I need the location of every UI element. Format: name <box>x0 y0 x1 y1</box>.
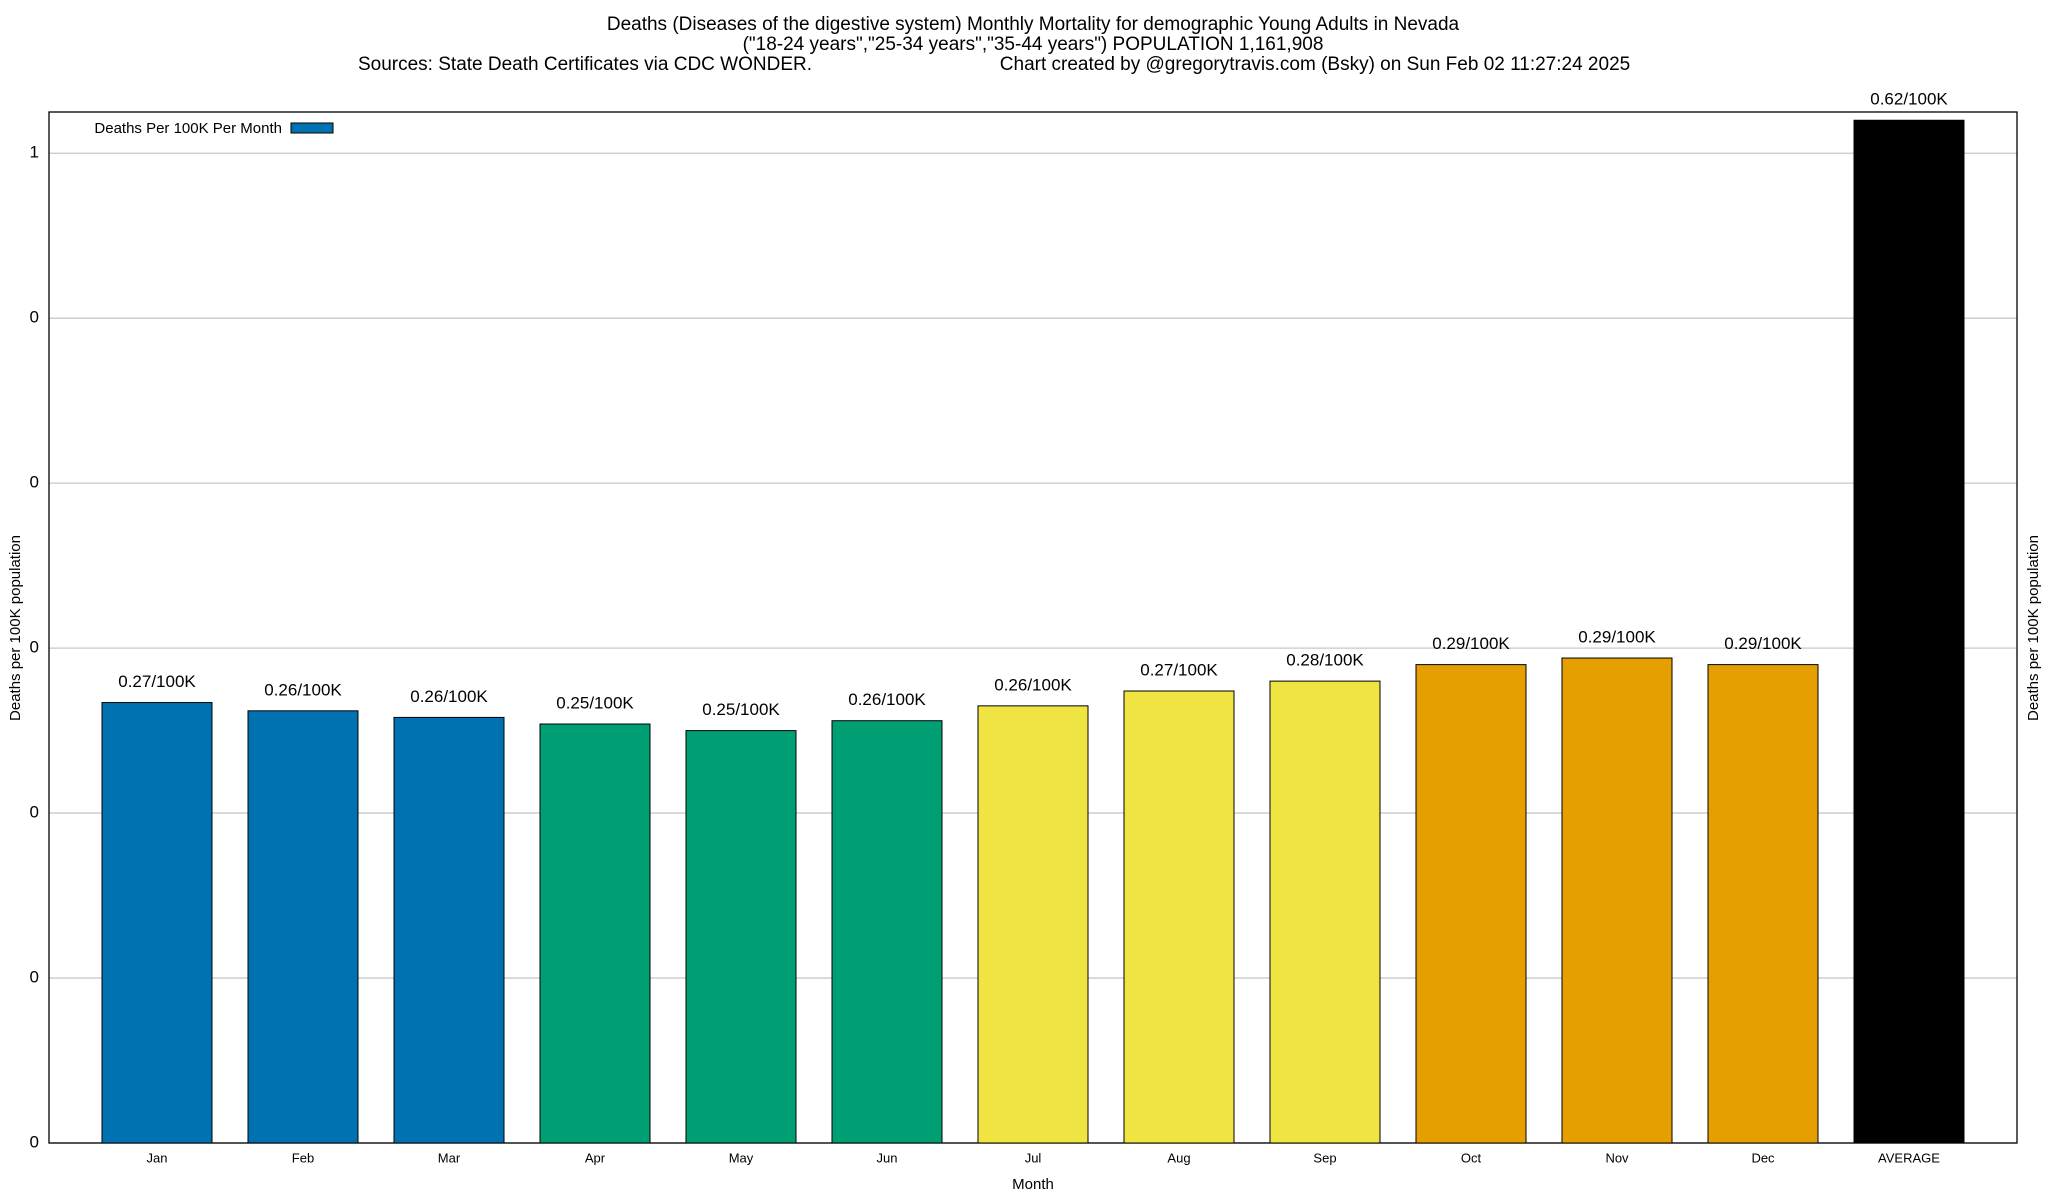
value-label: 0.27/100K <box>1140 660 1218 679</box>
y-tick-label: 0 <box>30 1132 39 1151</box>
x-tick-label: Nov <box>1605 1150 1629 1165</box>
y-tick-label: 0 <box>30 803 39 822</box>
bar <box>247 710 359 1144</box>
x-tick-label: May <box>729 1150 754 1165</box>
y-tick-label: 0 <box>30 638 39 657</box>
chart-subtitle: ("18-24 years","25-34 years","35-44 year… <box>743 34 1324 55</box>
bar <box>1707 664 1819 1144</box>
x-axis-label: Month <box>1012 1176 1054 1193</box>
bar <box>1415 664 1527 1144</box>
y-tick-label: 0 <box>30 968 39 987</box>
legend-swatch <box>290 122 334 134</box>
value-label: 0.25/100K <box>702 700 780 719</box>
bar <box>1561 657 1673 1144</box>
x-tick-label: Mar <box>438 1150 461 1165</box>
value-label: 0.29/100K <box>1432 634 1510 653</box>
value-label: 0.26/100K <box>848 690 926 709</box>
x-tick-label: Jan <box>147 1150 168 1165</box>
x-tick-label: Jun <box>877 1150 898 1165</box>
y-tick-label: 0 <box>30 473 39 492</box>
x-tick-label: AVERAGE <box>1878 1150 1940 1165</box>
value-label: 0.26/100K <box>264 680 342 699</box>
value-label: 0.29/100K <box>1578 628 1656 647</box>
value-label: 0.29/100K <box>1724 634 1802 653</box>
y2-axis-label: Deaths per 100K population <box>2025 535 2042 721</box>
bar <box>1123 690 1235 1144</box>
bar <box>831 720 943 1144</box>
x-tick-label: Apr <box>585 1150 606 1165</box>
bar <box>539 723 651 1144</box>
x-tick-label: Sep <box>1313 1150 1336 1165</box>
y-tick-label: 1 <box>30 143 39 162</box>
x-tick-label: Jul <box>1025 1150 1042 1165</box>
x-tick-label: Oct <box>1461 1150 1482 1165</box>
value-label: 0.62/100K <box>1870 90 1948 109</box>
y-tick-label: 0 <box>30 308 39 327</box>
bar <box>977 705 1089 1144</box>
value-label: 0.27/100K <box>118 672 196 691</box>
bar <box>685 730 797 1144</box>
value-label: 0.28/100K <box>1286 651 1364 670</box>
value-label: 0.25/100K <box>556 693 634 712</box>
chart-title: Deaths (Diseases of the digestive system… <box>607 14 1460 35</box>
legend-label: Deaths Per 100K Per Month <box>94 120 282 137</box>
bar <box>393 716 505 1144</box>
y-axis-label: Deaths per 100K population <box>7 535 24 721</box>
bar <box>101 702 213 1144</box>
bar <box>1853 119 1965 1144</box>
value-label: 0.26/100K <box>410 687 488 706</box>
x-tick-label: Dec <box>1751 1150 1775 1165</box>
sources: Sources: State Death Certificates via CD… <box>358 54 812 75</box>
x-tick-label: Feb <box>292 1150 314 1165</box>
x-tick-label: Aug <box>1167 1150 1190 1165</box>
credit: Chart created by @gregorytravis.com (Bsk… <box>1000 54 1630 75</box>
bar <box>1269 680 1381 1144</box>
value-label: 0.26/100K <box>994 675 1072 694</box>
